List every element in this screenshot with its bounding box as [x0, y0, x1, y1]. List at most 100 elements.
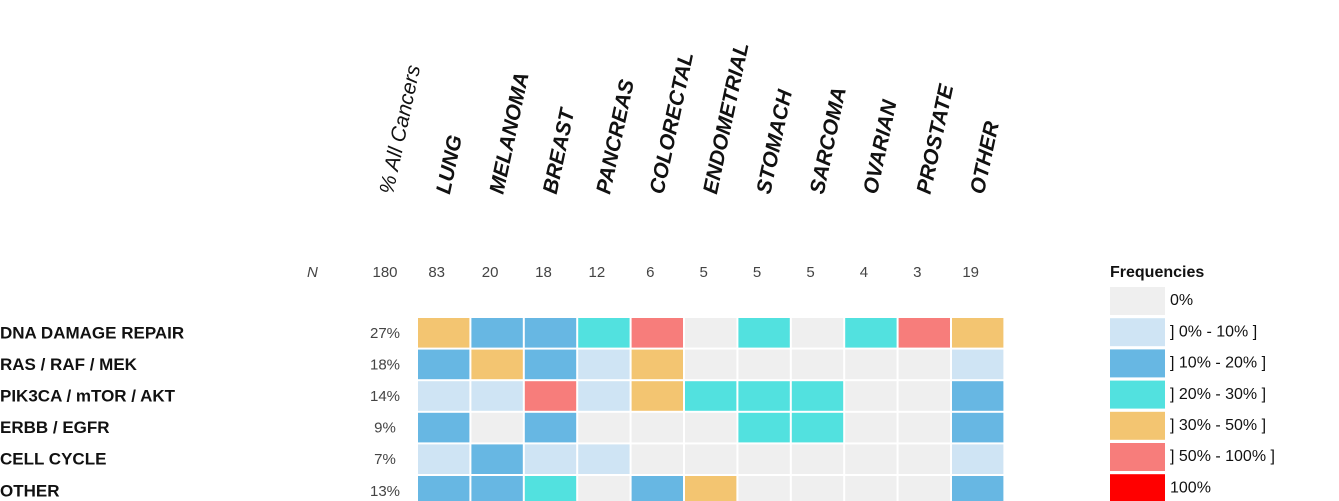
heatmap-cell [738, 476, 790, 501]
heatmap-cell [738, 412, 790, 443]
heatmap-cell [845, 349, 897, 380]
n-value: 83 [428, 264, 445, 281]
column-header: MELANOMA [485, 70, 533, 196]
legend-swatch [1110, 380, 1165, 409]
heatmap-cell [471, 381, 523, 411]
heatmap-cell [418, 349, 470, 380]
heatmap-cell [524, 381, 577, 411]
column-header: LUNG [432, 133, 467, 196]
heatmap-cell [524, 318, 577, 348]
heatmap-cell [685, 349, 737, 380]
column-header: PROSTATE [913, 81, 959, 196]
legend-title: Frequencies [1110, 264, 1204, 281]
heatmap-cell [791, 381, 844, 411]
heatmap-cell [418, 318, 470, 348]
n-value: 19 [962, 264, 979, 281]
legend-label: 0% [1170, 292, 1193, 309]
heatmap-cell [952, 476, 1004, 501]
heatmap-cell [845, 476, 897, 501]
row-percent: 9% [374, 420, 396, 437]
heatmap-cell [685, 476, 737, 501]
heatmap-cell [685, 444, 737, 474]
heatmap-cell [578, 318, 630, 348]
heatmap-cell [791, 412, 844, 443]
heatmap-cell [578, 412, 630, 443]
heatmap-cell [738, 444, 790, 474]
row-label: RAS / RAF / MEK [0, 355, 138, 374]
n-value: 12 [589, 264, 606, 281]
heatmap-cell [524, 444, 577, 474]
column-header: BREAST [539, 105, 580, 196]
heatmap-cell [791, 476, 844, 501]
n-value: 18 [535, 264, 552, 281]
heatmap-cell [578, 381, 630, 411]
heatmap-cell [952, 349, 1004, 380]
heatmap-cell [631, 444, 683, 474]
column-header: PANCREAS [592, 78, 639, 197]
column-header: ENDOMETRIAL [699, 41, 754, 196]
column-header: STOMACH [752, 87, 797, 196]
heatmap-cell [471, 349, 523, 380]
n-value: 3 [913, 264, 921, 281]
heatmap-cell [471, 476, 523, 501]
n-value: 5 [806, 264, 814, 281]
legend-label: ] 10% - 20% ] [1170, 355, 1266, 372]
heatmap-cell [791, 444, 844, 474]
heatmap-cell [471, 412, 523, 443]
legend-swatch [1110, 443, 1165, 471]
heatmap-cell [845, 318, 897, 348]
row-percent: 13% [370, 483, 400, 500]
legend-swatch [1110, 411, 1165, 440]
heatmap-cell [738, 318, 790, 348]
heatmap-cell [845, 381, 897, 411]
heatmap-cell [685, 318, 737, 348]
heatmap-cell [952, 381, 1004, 411]
heatmap-cell [418, 412, 470, 443]
heatmap-cell [685, 381, 737, 411]
legend-swatch [1110, 474, 1165, 501]
heatmap-cell [578, 476, 630, 501]
heatmap-cell [418, 476, 470, 501]
legend-label: ] 20% - 30% ] [1170, 386, 1266, 403]
heatmap-cell [631, 349, 683, 380]
legend-swatch [1110, 349, 1165, 378]
heatmap-cell [845, 412, 897, 443]
column-header: OVARIAN [859, 97, 901, 196]
heatmap-cell [738, 349, 790, 380]
n-value: 5 [700, 264, 708, 281]
legend-label: ] 0% - 10% ] [1170, 323, 1257, 340]
heatmap-cell [898, 349, 950, 380]
heatmap-cell [418, 444, 470, 474]
heatmap-cell [524, 412, 577, 443]
row-label: OTHER [0, 481, 60, 500]
legend-swatch [1110, 287, 1165, 315]
heatmap-cell [631, 412, 683, 443]
row-percent: 27% [370, 325, 400, 342]
n-total: 180 [372, 264, 397, 281]
column-header: SARCOMA [806, 85, 851, 196]
legend-label: ] 30% - 50% ] [1170, 417, 1266, 434]
heatmap-cell [578, 444, 630, 474]
n-label: N [307, 264, 318, 281]
n-value: 4 [860, 264, 868, 281]
heatmap-cell [898, 444, 950, 474]
heatmap-cell [898, 318, 950, 348]
column-header: % All Cancers [375, 63, 425, 197]
heatmap-cell [631, 381, 683, 411]
legend-swatch [1110, 318, 1165, 347]
heatmap-cell [952, 412, 1004, 443]
n-value: 20 [482, 264, 499, 281]
n-value: 5 [753, 264, 761, 281]
heatmap-cell [952, 318, 1004, 348]
heatmap-cell [738, 381, 790, 411]
heatmap-cell [791, 318, 844, 348]
column-header: OTHER [966, 119, 1004, 196]
column-header: COLORECTAL [646, 50, 698, 196]
heatmap-cell [631, 476, 683, 501]
row-label: ERBB / EGFR [0, 418, 110, 437]
heatmap-cell [898, 381, 950, 411]
heatmap-cell [524, 476, 577, 501]
heatmap-cell [898, 476, 950, 501]
heatmap-cell [524, 349, 577, 380]
